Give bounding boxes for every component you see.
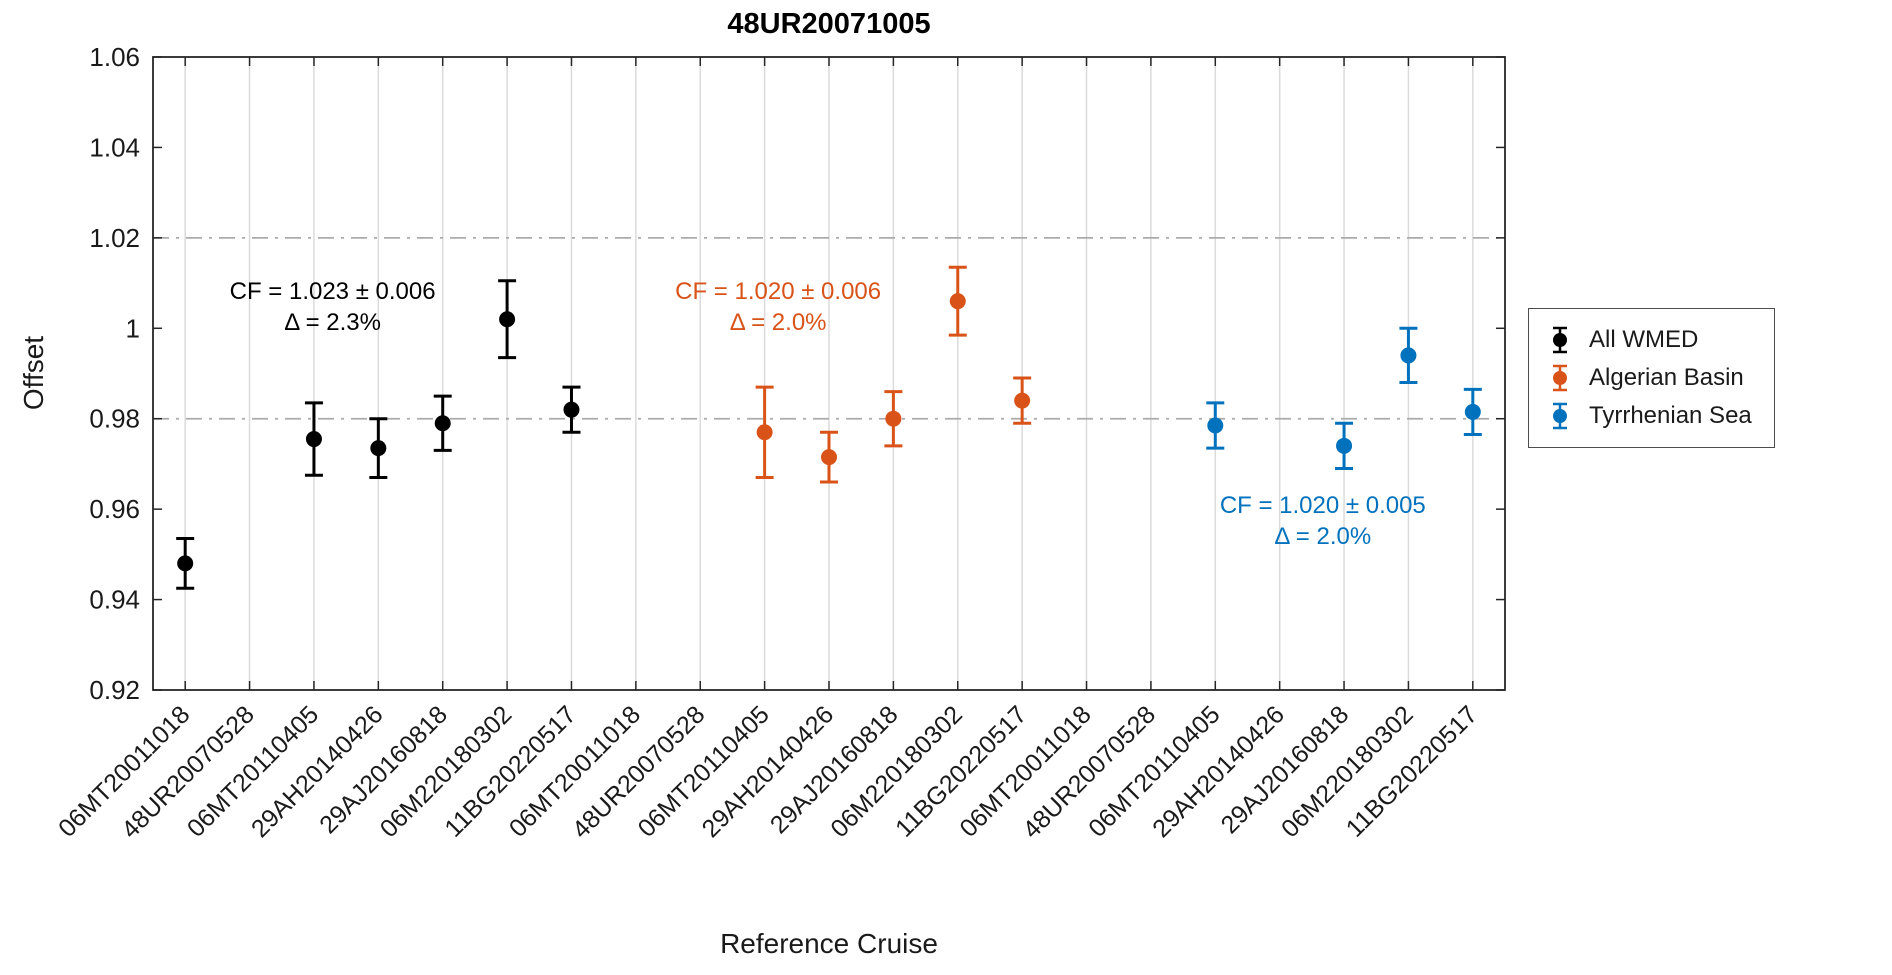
y-tick-label: 1.06: [89, 42, 140, 72]
data-point: [1207, 417, 1224, 434]
data-point: [434, 415, 451, 432]
annotation-line: Δ = 2.0%: [730, 309, 827, 336]
legend-item-tyrrhenian-sea: Tyrrhenian Sea: [1543, 399, 1752, 433]
y-tick-label: 1: [126, 313, 140, 343]
y-tick-label: 0.98: [89, 404, 140, 434]
data-point: [949, 293, 966, 310]
data-point: [1014, 392, 1031, 409]
data-point: [177, 555, 194, 572]
errorbar-marker-icon: [1553, 364, 1567, 392]
legend: All WMED Algerian Basin Tyrrhenian Sea: [1528, 308, 1775, 448]
errorbar-marker-icon: [1553, 402, 1567, 430]
legend-item-all-wmed: All WMED: [1543, 323, 1752, 357]
data-point: [1464, 403, 1481, 420]
data-point: [1336, 437, 1353, 454]
annotation-line: Δ = 2.0%: [1274, 523, 1371, 550]
y-tick-label: 0.92: [89, 675, 140, 705]
data-point: [1400, 347, 1417, 364]
data-point: [563, 401, 580, 418]
annotation-line: CF = 1.023 ± 0.006: [230, 278, 436, 305]
x-axis-label: Reference Cruise: [720, 928, 938, 959]
y-tick-label: 1.02: [89, 223, 140, 253]
legend-label: Algerian Basin: [1589, 364, 1744, 391]
y-tick-label: 1.04: [89, 132, 140, 162]
annotation-line: CF = 1.020 ± 0.005: [1220, 492, 1426, 519]
data-point: [821, 449, 837, 466]
legend-label: Tyrrhenian Sea: [1589, 402, 1752, 429]
data-point: [305, 431, 322, 448]
legend-label: All WMED: [1589, 326, 1699, 353]
y-tick-label: 0.94: [89, 585, 140, 615]
errorbar-marker-icon: [1553, 326, 1567, 354]
annotation-line: CF = 1.020 ± 0.006: [675, 278, 881, 305]
data-point: [756, 424, 773, 441]
annotation-line: Δ = 2.3%: [284, 309, 381, 336]
data-point: [885, 410, 902, 427]
y-tick-label: 0.96: [89, 494, 140, 524]
legend-item-algerian-basin: Algerian Basin: [1543, 361, 1752, 395]
data-point: [499, 311, 516, 328]
data-point: [370, 440, 387, 457]
y-axis-label: Offset: [18, 335, 49, 411]
chart-title: 48UR20071005: [727, 8, 931, 40]
